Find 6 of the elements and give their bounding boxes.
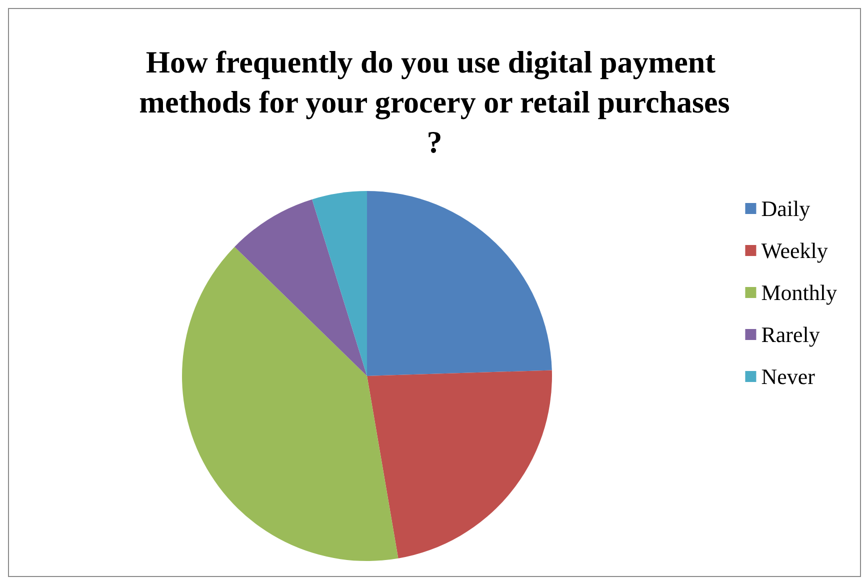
legend-label: Daily <box>761 196 810 221</box>
chart-title: How frequently do you use digital payment methods for your grocery or retail purchases? <box>139 44 730 160</box>
legend-label: Monthly <box>761 280 838 305</box>
legend-label: Rarely <box>761 322 820 347</box>
legend-label: Never <box>761 364 816 389</box>
legend-label: Weekly <box>761 238 828 263</box>
